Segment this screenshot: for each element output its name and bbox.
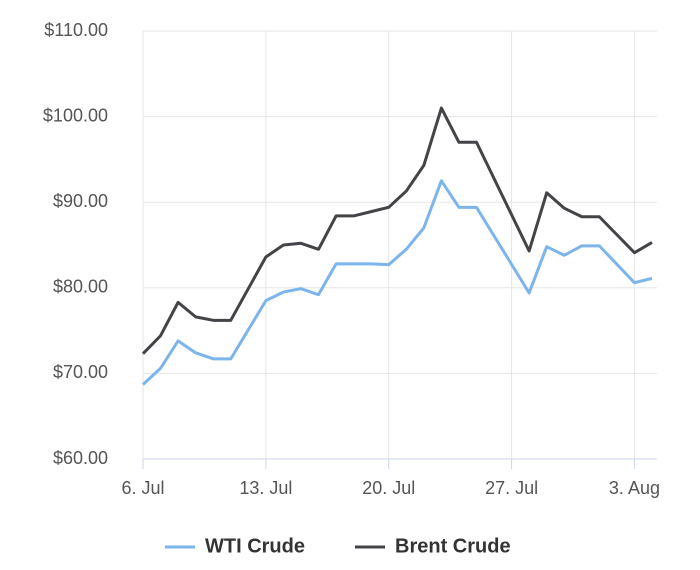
x-tick-label: 20. Jul bbox=[362, 478, 415, 498]
y-tick-label: $90.00 bbox=[53, 191, 108, 211]
y-tick-label: $100.00 bbox=[43, 105, 108, 125]
legend-label: Brent Crude bbox=[395, 535, 511, 557]
y-tick-label: $110.00 bbox=[44, 20, 108, 40]
legend-label: WTI Crude bbox=[205, 535, 305, 557]
x-tick-label: 27. Jul bbox=[485, 478, 538, 498]
y-tick-label: $80.00 bbox=[53, 277, 108, 297]
x-tick-label: 3. Aug bbox=[609, 478, 660, 498]
y-tick-label: $70.00 bbox=[53, 362, 108, 382]
series-line bbox=[141, 106, 653, 355]
x-tick-label: 6. Jul bbox=[121, 478, 164, 498]
y-tick-label: $60.00 bbox=[53, 448, 108, 468]
x-tick-label: 13. Jul bbox=[239, 478, 292, 498]
series-line bbox=[141, 179, 653, 386]
